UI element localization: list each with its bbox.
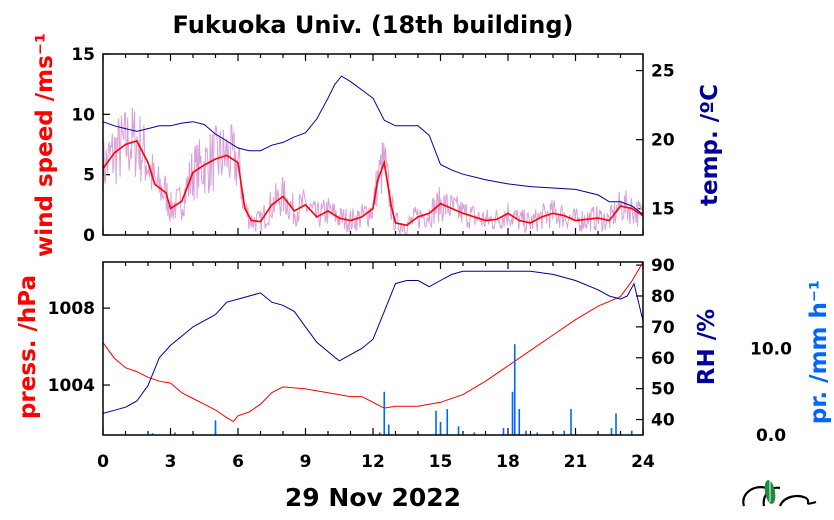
top-left-tick-label: 5 — [83, 166, 95, 186]
precip-bar — [387, 424, 390, 435]
bottom-left-tick-label: 1004 — [48, 376, 95, 396]
precip-bar — [383, 391, 386, 435]
precip-bar — [511, 391, 514, 435]
precip-bar — [513, 344, 516, 435]
x-tick-label: 6 — [232, 452, 244, 472]
bottom-panel-frame — [102, 261, 644, 436]
x-tick-label: 21 — [564, 452, 588, 472]
top-right-tick-label: 20 — [651, 131, 675, 151]
top-plot-area — [102, 53, 644, 236]
precip-bar — [147, 432, 149, 435]
precip-bar — [525, 430, 527, 435]
bottom-left-tick-label: 1008 — [48, 299, 95, 319]
date-label: 29 Nov 2022 — [285, 483, 461, 512]
precip-bar — [615, 413, 617, 435]
precip-bar — [214, 420, 217, 435]
top-left-tick-label: 10 — [71, 105, 95, 125]
bottom-plot-area — [102, 261, 644, 435]
precip-bar — [446, 409, 449, 435]
precip-bar — [151, 433, 154, 435]
precip-tick-label: 0.0 — [756, 426, 786, 446]
bottom-right-tick-label: 60 — [651, 349, 675, 369]
precip-bar — [457, 426, 460, 435]
x-tick-label: 3 — [165, 452, 177, 472]
precip-bar — [473, 432, 476, 435]
precip-bar — [435, 410, 437, 435]
temperature-line — [102, 75, 644, 215]
precip-bar — [536, 432, 539, 435]
bottom-right-tick-label: 80 — [651, 287, 675, 307]
top-right-tick-label: 25 — [651, 62, 675, 82]
bottom-right-tick-label: 90 — [651, 256, 675, 276]
humidity-axis-label: RH /% — [694, 309, 720, 385]
precip-bar — [518, 409, 521, 435]
logo-icon — [742, 480, 817, 507]
precip-bar — [630, 430, 633, 435]
x-tick-label: 12 — [361, 452, 385, 472]
precip-bar — [378, 432, 381, 435]
bottom-right-tick-label: 50 — [651, 380, 675, 400]
bottom-right-tick-label: 40 — [651, 411, 675, 431]
wind-speed-min-mean-line — [102, 139, 644, 227]
bottom-panel: press. /hPa RH /% pr. /mm h⁻¹ — [15, 261, 832, 436]
pressure-line — [102, 261, 644, 423]
precipitation-axis-label: pr. /mm h⁻¹ — [806, 280, 832, 424]
temperature-axis-label: temp. /ºC — [697, 84, 723, 206]
chart-title: Fukuoka Univ. (18th building) — [173, 11, 574, 39]
x-tick-label: 18 — [496, 452, 520, 472]
wind-speed-axis-label: wind speed /ms⁻¹ — [32, 33, 58, 257]
precip-bar — [570, 409, 572, 435]
precip-bar — [563, 430, 566, 435]
bottom-right-tick-label: 70 — [651, 318, 675, 338]
x-tick-label: 0 — [97, 452, 109, 472]
top-panel-frame — [102, 53, 644, 236]
top-panel: wind speed /ms⁻¹ temp. /ºC — [32, 33, 723, 257]
x-tick-label: 9 — [300, 452, 312, 472]
pressure-axis-label: press. /hPa — [15, 275, 41, 419]
top-left-tick-label: 0 — [83, 226, 95, 246]
precip-tick-label: 10.0 — [750, 340, 792, 360]
x-tick-label: 15 — [429, 452, 453, 472]
tick-labels: 0 5 10 15 15 20 25 1004 1008 40 50 60 70 80 90 0.0 10.0 0… — [48, 45, 792, 472]
relative-humidity-line — [102, 270, 644, 414]
precip-bar — [174, 432, 176, 435]
precip-bar — [439, 422, 442, 435]
precip-bar — [610, 428, 613, 435]
top-right-tick-label: 15 — [651, 200, 675, 220]
top-left-tick-label: 15 — [71, 45, 95, 65]
precip-bar — [502, 428, 505, 435]
x-tick-label: 24 — [631, 452, 655, 472]
